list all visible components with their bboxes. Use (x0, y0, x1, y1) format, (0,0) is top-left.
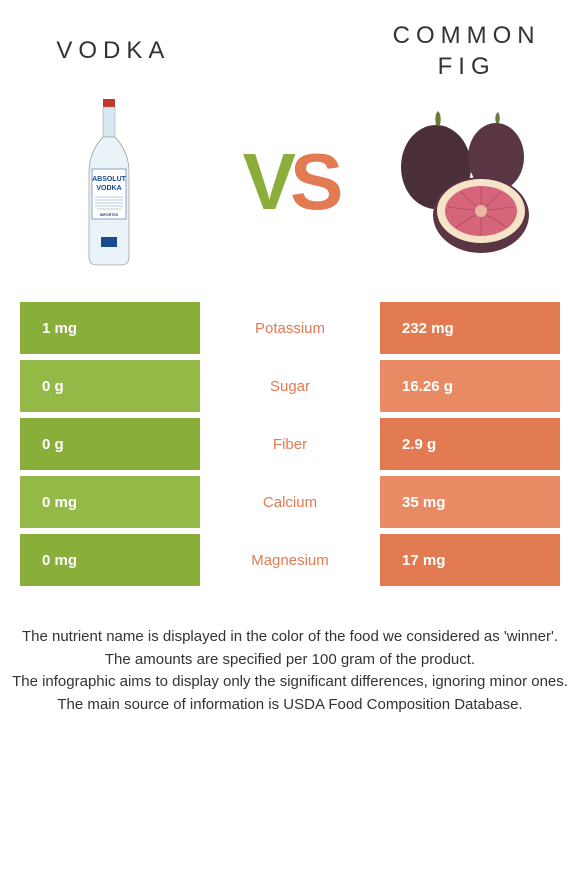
table-row: 0 gSugar16.26 g (20, 360, 560, 412)
table-row: 0 mgCalcium35 mg (20, 476, 560, 528)
svg-text:VODKA: VODKA (97, 185, 122, 192)
table-row: 0 mgMagnesium17 mg (20, 534, 560, 586)
vs-s: S (290, 137, 337, 226)
nutrient-label: Calcium (200, 476, 380, 528)
svg-text:ABSOLUT: ABSOLUT (92, 176, 127, 183)
vs-v: V (243, 137, 290, 226)
left-value: 0 g (20, 360, 200, 412)
right-title: COMMON FIG (367, 20, 567, 82)
right-value: 35 mg (380, 476, 560, 528)
right-image (386, 97, 556, 267)
footer-line: The amounts are specified per 100 gram o… (10, 649, 570, 672)
footer-line: The main source of information is USDA F… (10, 694, 570, 717)
nutrient-table: 1 mgPotassium232 mg0 gSugar16.26 g0 gFib… (20, 302, 560, 586)
nutrient-label: Sugar (200, 360, 380, 412)
fig-icon (386, 107, 556, 257)
right-value: 2.9 g (380, 418, 560, 470)
right-value: 16.26 g (380, 360, 560, 412)
nutrient-label: Magnesium (200, 534, 380, 586)
nutrient-label: Fiber (200, 418, 380, 470)
footer-notes: The nutrient name is displayed in the co… (10, 626, 570, 716)
footer-line: The nutrient name is displayed in the co… (10, 626, 570, 649)
table-row: 1 mgPotassium232 mg (20, 302, 560, 354)
left-value: 0 mg (20, 534, 200, 586)
footer-line: The infographic aims to display only the… (10, 671, 570, 694)
table-row: 0 gFiber2.9 g (20, 418, 560, 470)
vodka-bottle-icon: ABSOLUT VODKA IMPORTED (79, 97, 139, 267)
left-value: 1 mg (20, 302, 200, 354)
left-image: ABSOLUT VODKA IMPORTED (24, 97, 194, 267)
nutrient-label: Potassium (200, 302, 380, 354)
right-value: 17 mg (380, 534, 560, 586)
left-title: VODKA (13, 37, 213, 65)
left-value: 0 g (20, 418, 200, 470)
vs-label: VS (243, 136, 338, 228)
header: VODKA COMMON FIG (0, 20, 580, 82)
left-value: 0 mg (20, 476, 200, 528)
right-value: 232 mg (380, 302, 560, 354)
image-row: ABSOLUT VODKA IMPORTED VS (0, 92, 580, 272)
svg-text:IMPORTED: IMPORTED (100, 213, 119, 217)
